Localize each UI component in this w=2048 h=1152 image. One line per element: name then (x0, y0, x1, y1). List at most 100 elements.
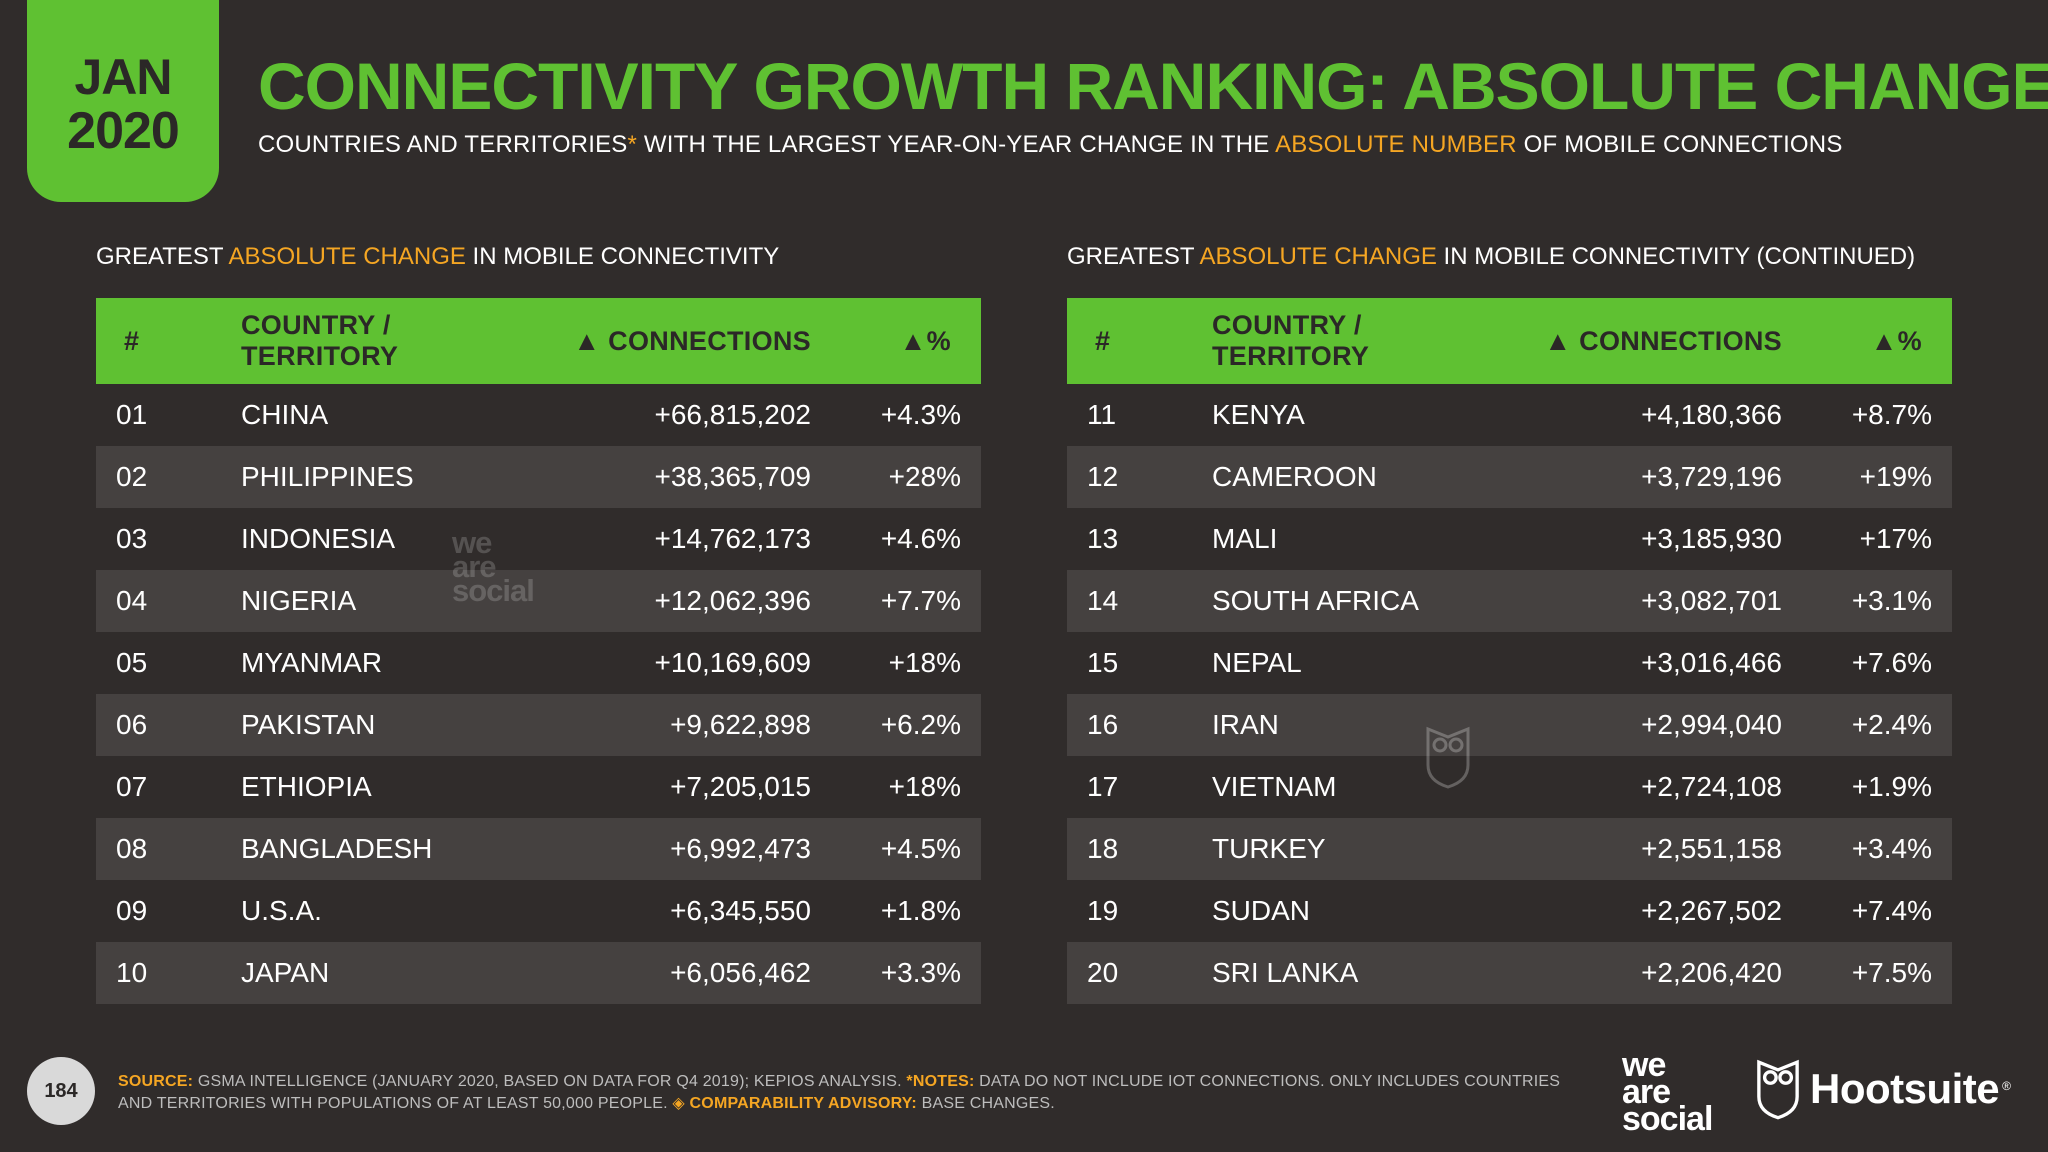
percent-change: +4.6% (880, 523, 961, 554)
right-section-highlight: ABSOLUTE CHANGE (1199, 243, 1437, 270)
connections-change: +2,206,420 (1641, 957, 1782, 988)
country-name: U.S.A. (241, 895, 322, 926)
right-section-label: GREATEST ABSOLUTE CHANGE IN MOBILE CONNE… (1067, 243, 1915, 271)
left-ranking-table: # COUNTRY / TERRITORY ▲ CONNECTIONS ▲% 0… (96, 298, 981, 1004)
country-name: SRI LANKA (1212, 957, 1359, 988)
rank-number: 16 (1087, 709, 1119, 740)
percent-change: +7.4% (1851, 895, 1932, 926)
country-name: PHILIPPINES (241, 461, 414, 492)
rank-number: 13 (1087, 523, 1119, 554)
header-pct: ▲% (899, 325, 951, 356)
subtitle-highlight: ABSOLUTE NUMBER (1275, 131, 1517, 158)
percent-change: +18% (888, 771, 961, 802)
connections-change: +14,762,173 (654, 523, 812, 554)
date-badge: JAN 2020 (27, 0, 219, 202)
table-row: 07 ETHIOPIA +7,205,015 +18% (96, 756, 981, 818)
left-section-highlight: ABSOLUTE CHANGE (228, 243, 466, 270)
connections-change: +38,365,709 (654, 461, 812, 492)
percent-change: +7.7% (880, 585, 961, 616)
country-name: SOUTH AFRICA (1212, 585, 1419, 616)
table-row: 02 PHILIPPINES +38,365,709 +28% (96, 446, 981, 508)
notes-text: DATA DO NOT INCLUDE IOT CONNECTIONS. ONL… (118, 1073, 1561, 1112)
rank-number: 04 (116, 585, 148, 616)
country-name: SUDAN (1212, 895, 1311, 926)
table-row: 13 MALI +3,185,930 +17% (1067, 508, 1952, 570)
rank-number: 18 (1087, 833, 1119, 864)
page-title: CONNECTIVITY GROWTH RANKING: ABSOLUTE CH… (258, 49, 2048, 123)
header-connections: ▲ CONNECTIONS (573, 325, 811, 356)
country-name: ETHIOPIA (241, 771, 372, 802)
rank-number: 19 (1087, 895, 1119, 926)
table-row: 18 TURKEY +2,551,158 +3.4% (1067, 818, 1952, 880)
percent-change: +4.5% (880, 833, 961, 864)
rank-number: 05 (116, 647, 148, 678)
rank-number: 06 (116, 709, 148, 740)
connections-change: +6,345,550 (670, 895, 811, 926)
percent-change: +7.6% (1851, 647, 1932, 678)
hootsuite-owl-icon (1757, 1059, 1799, 1120)
table-header: # COUNTRY / TERRITORY ▲ CONNECTIONS ▲% (96, 298, 981, 384)
table-row: 05 MYANMAR +10,169,609 +18% (96, 632, 981, 694)
country-name: CAMEROON (1212, 461, 1377, 492)
connections-change: +4,180,366 (1641, 399, 1782, 430)
table-row: 15 NEPAL +3,016,466 +7.6% (1067, 632, 1952, 694)
connections-change: +10,169,609 (654, 647, 812, 678)
percent-change: +8.7% (1851, 399, 1932, 430)
table-row: 06 PAKISTAN +9,622,898 +6.2% (96, 694, 981, 756)
rank-number: 10 (116, 957, 148, 988)
connections-change: +3,082,701 (1641, 585, 1782, 616)
logo-was-line1: we (1622, 1046, 1666, 1084)
rank-number: 01 (116, 399, 148, 430)
country-name: INDONESIA (241, 523, 396, 554)
right-section-pre: GREATEST (1067, 243, 1200, 270)
percent-change: +17% (1859, 523, 1932, 554)
rank-number: 03 (116, 523, 148, 554)
table-row: 19 SUDAN +2,267,502 +7.4% (1067, 880, 1952, 942)
connections-change: +3,016,466 (1641, 647, 1782, 678)
watermark-line1: we (452, 525, 492, 560)
rank-number: 15 (1087, 647, 1119, 678)
header-connections: ▲ CONNECTIONS (1544, 325, 1782, 356)
connections-change: +3,185,930 (1641, 523, 1782, 554)
percent-change: +18% (888, 647, 961, 678)
country-name: PAKISTAN (241, 709, 376, 740)
percent-change: +1.9% (1851, 771, 1932, 802)
badge-year: 2020 (67, 101, 180, 160)
header-country: COUNTRY / TERRITORY (1212, 310, 1370, 371)
badge-month: JAN (74, 49, 172, 106)
left-section-label: GREATEST ABSOLUTE CHANGE IN MOBILE CONNE… (96, 243, 779, 271)
page-subtitle: COUNTRIES AND TERRITORIES* WITH THE LARG… (258, 131, 1843, 159)
header-num: # (1095, 325, 1111, 356)
table-row: 11 KENYA +4,180,366 +8.7% (1067, 384, 1952, 446)
rank-number: 02 (116, 461, 148, 492)
connections-change: +66,815,202 (654, 399, 812, 430)
table-row: 16 IRAN +2,994,040 +2.4% (1067, 694, 1952, 756)
rank-number: 08 (116, 833, 148, 864)
percent-change: +2.4% (1851, 709, 1932, 740)
rank-number: 11 (1087, 399, 1117, 430)
table-row: 04 NIGERIA +12,062,396 +7.7% (96, 570, 981, 632)
connections-change: +2,551,158 (1641, 833, 1782, 864)
right-section-post: IN MOBILE CONNECTIVITY (CONTINUED) (1436, 243, 1916, 270)
left-section-pre: GREATEST (96, 243, 229, 270)
subtitle-part3: OF MOBILE CONNECTIONS (1516, 131, 1843, 158)
header-num: # (124, 325, 140, 356)
subtitle-part2: WITH THE LARGEST YEAR-ON-YEAR CHANGE IN … (637, 131, 1276, 158)
table-row: 08 BANGLADESH +6,992,473 +4.5% (96, 818, 981, 880)
advisory-label: ◈ COMPARABILITY ADVISORY: (672, 1095, 917, 1112)
percent-change: +3.4% (1851, 833, 1932, 864)
connections-change: +3,729,196 (1641, 461, 1782, 492)
rank-number: 12 (1087, 461, 1119, 492)
country-name: BANGLADESH (241, 833, 433, 864)
connections-change: +2,267,502 (1641, 895, 1782, 926)
watermark-line2: are (452, 549, 497, 585)
left-section-post: IN MOBILE CONNECTIVITY (465, 243, 780, 270)
registered-mark: ® (2002, 1079, 2011, 1093)
source-text: GSMA INTELLIGENCE (JANUARY 2020, BASED O… (193, 1073, 907, 1090)
watermark-line3: social (452, 573, 535, 609)
header-pct: ▲% (1870, 325, 1922, 356)
table-row: 12 CAMEROON +3,729,196 +19% (1067, 446, 1952, 508)
right-ranking-table: # COUNTRY / TERRITORY ▲ CONNECTIONS ▲% 1… (1067, 298, 1952, 1004)
logo-was-line3: social (1622, 1100, 1713, 1139)
table-row: 01 CHINA +66,815,202 +4.3% (96, 384, 981, 446)
